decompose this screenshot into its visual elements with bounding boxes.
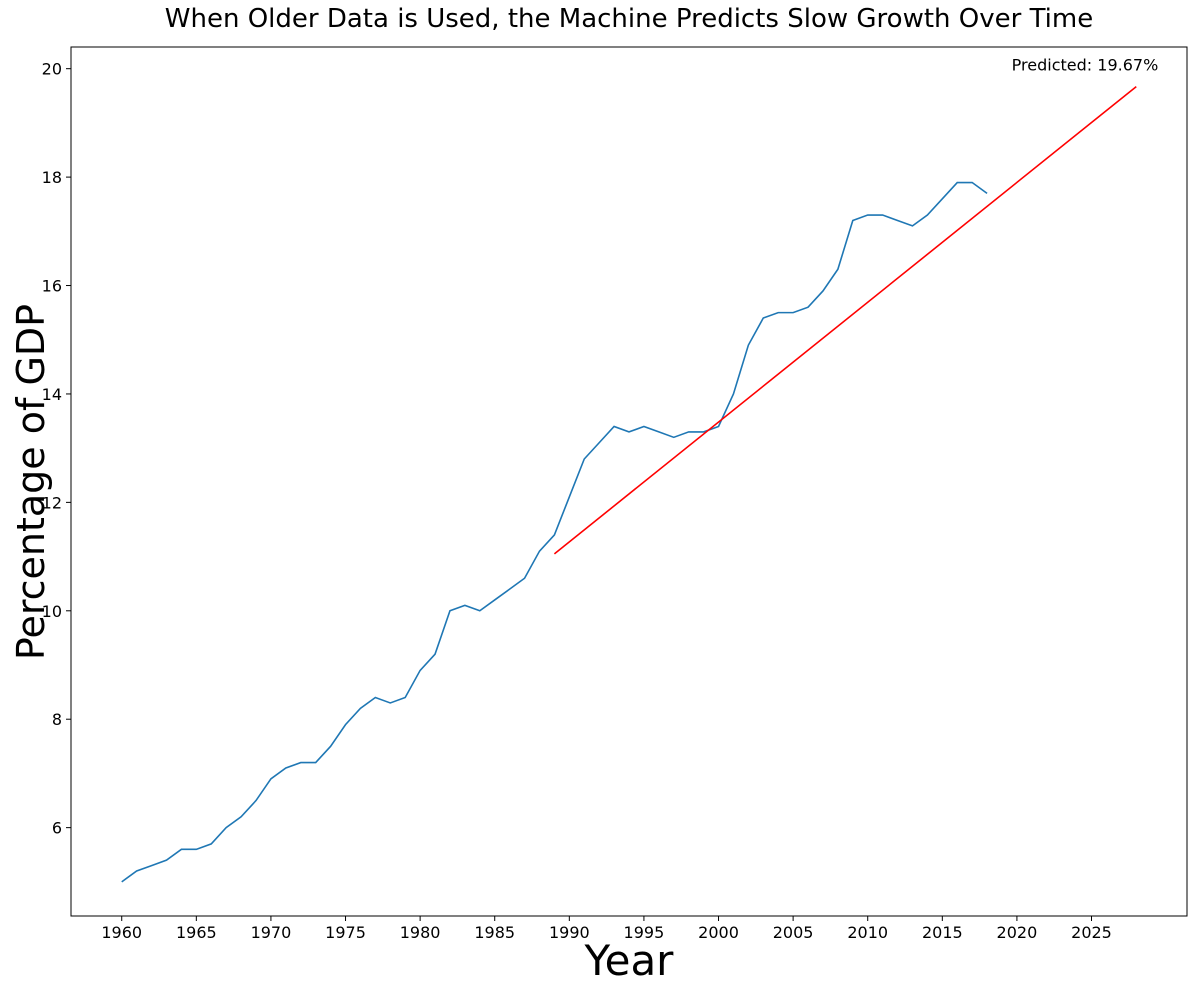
- x-tick-label: 2005: [773, 923, 814, 942]
- x-tick-label: 2025: [1071, 923, 1112, 942]
- y-tick-label: 16: [42, 277, 62, 296]
- x-tick-label: 1995: [624, 923, 665, 942]
- x-tick-label: 1990: [549, 923, 590, 942]
- prediction-line: [553, 85, 1137, 555]
- prediction-annotation: Predicted: 19.67%: [1012, 56, 1159, 75]
- x-tick-label: 1965: [176, 923, 217, 942]
- data-series-line: [121, 181, 988, 883]
- y-axis-label: Percentage of GDP: [9, 304, 53, 660]
- x-tick-label: 2020: [997, 923, 1038, 942]
- x-tick-label: 1975: [325, 923, 366, 942]
- y-tick-label: 12: [42, 493, 62, 512]
- x-tick-label: 2000: [698, 923, 739, 942]
- x-tick-label: 1960: [101, 923, 142, 942]
- x-tick-label: 2010: [847, 923, 888, 942]
- y-tick-label: 6: [52, 819, 62, 838]
- x-tick-label: 1970: [251, 923, 292, 942]
- chart-title: When Older Data is Used, the Machine Pre…: [165, 4, 1093, 34]
- y-tick-label: 10: [42, 602, 62, 621]
- y-tick-label: 20: [42, 60, 62, 79]
- x-axis-label: Year: [584, 936, 675, 985]
- x-axis-ticks: 1960 1965 1970 1975 1980 1985 1990 1995 2000 2005…: [101, 916, 1112, 942]
- x-tick-label: 2015: [922, 923, 963, 942]
- y-axis-ticks: 6 8 10 12 14 16 18 20: [42, 60, 71, 838]
- series-layer: [121, 85, 1137, 883]
- y-tick-label: 14: [42, 385, 62, 404]
- x-tick-label: 1980: [400, 923, 441, 942]
- x-tick-label: 1985: [474, 923, 515, 942]
- y-tick-label: 8: [52, 710, 62, 729]
- y-tick-label: 18: [42, 168, 62, 187]
- plot-area-frame: [70, 46, 1188, 917]
